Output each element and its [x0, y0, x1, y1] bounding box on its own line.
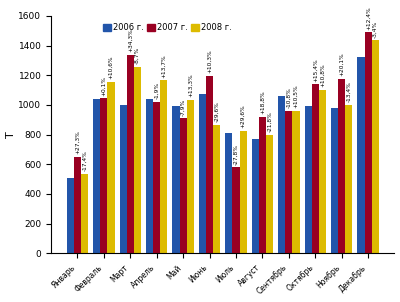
Text: +13,7%: +13,7%: [161, 54, 166, 78]
Bar: [259, 117, 266, 253]
Bar: [67, 178, 74, 253]
Text: -27,8%: -27,8%: [234, 143, 238, 165]
Text: -7,9%: -7,9%: [181, 98, 186, 116]
Bar: [240, 131, 247, 253]
Legend: 2006 г., 2007 г., 2008 г.: 2006 г., 2007 г., 2008 г.: [100, 20, 236, 36]
Text: +34,3%: +34,3%: [128, 28, 133, 52]
Bar: [199, 94, 206, 253]
Text: +10,8%: +10,8%: [320, 64, 325, 88]
Bar: [213, 125, 220, 253]
Bar: [364, 32, 372, 253]
Bar: [100, 98, 107, 253]
Text: -1,9%: -1,9%: [154, 82, 159, 99]
Bar: [278, 96, 285, 253]
Bar: [304, 106, 312, 253]
Text: +10,6%: +10,6%: [108, 56, 114, 79]
Bar: [345, 105, 352, 253]
Y-axis label: Т: Т: [6, 131, 16, 138]
Text: -29,6%: -29,6%: [214, 101, 219, 122]
Text: +20,1%: +20,1%: [339, 53, 344, 76]
Bar: [285, 111, 292, 253]
Bar: [120, 105, 127, 253]
Bar: [172, 106, 180, 253]
Bar: [225, 133, 232, 253]
Bar: [312, 84, 319, 253]
Text: +15,4%: +15,4%: [313, 58, 318, 82]
Bar: [266, 135, 273, 253]
Bar: [187, 100, 194, 253]
Bar: [292, 111, 300, 253]
Bar: [232, 167, 240, 253]
Bar: [372, 40, 379, 253]
Text: +29,6%: +29,6%: [241, 104, 246, 128]
Bar: [146, 99, 153, 253]
Bar: [81, 174, 88, 253]
Text: -3,4%: -3,4%: [373, 21, 378, 38]
Text: +12,4%: +12,4%: [366, 6, 371, 30]
Text: +10,5%: +10,5%: [294, 85, 298, 108]
Text: -8,7%: -8,7%: [135, 47, 140, 64]
Bar: [331, 108, 338, 253]
Bar: [319, 90, 326, 253]
Bar: [134, 67, 141, 253]
Bar: [206, 76, 213, 253]
Bar: [180, 118, 187, 253]
Text: +13,3%: +13,3%: [188, 73, 193, 97]
Text: +10,3%: +10,3%: [207, 50, 212, 73]
Text: +18,8%: +18,8%: [260, 90, 265, 114]
Bar: [127, 54, 134, 253]
Bar: [338, 79, 345, 253]
Bar: [252, 139, 259, 253]
Text: -10,8%: -10,8%: [286, 87, 291, 108]
Text: -17,4%: -17,4%: [82, 150, 87, 171]
Bar: [160, 80, 167, 253]
Bar: [74, 157, 81, 253]
Bar: [153, 102, 160, 253]
Text: -21,8%: -21,8%: [267, 111, 272, 132]
Text: +0,1%: +0,1%: [101, 76, 106, 96]
Text: +27,3%: +27,3%: [75, 130, 80, 154]
Bar: [107, 82, 114, 253]
Bar: [93, 99, 100, 253]
Text: -13,4%: -13,4%: [346, 82, 351, 102]
Bar: [358, 57, 364, 253]
